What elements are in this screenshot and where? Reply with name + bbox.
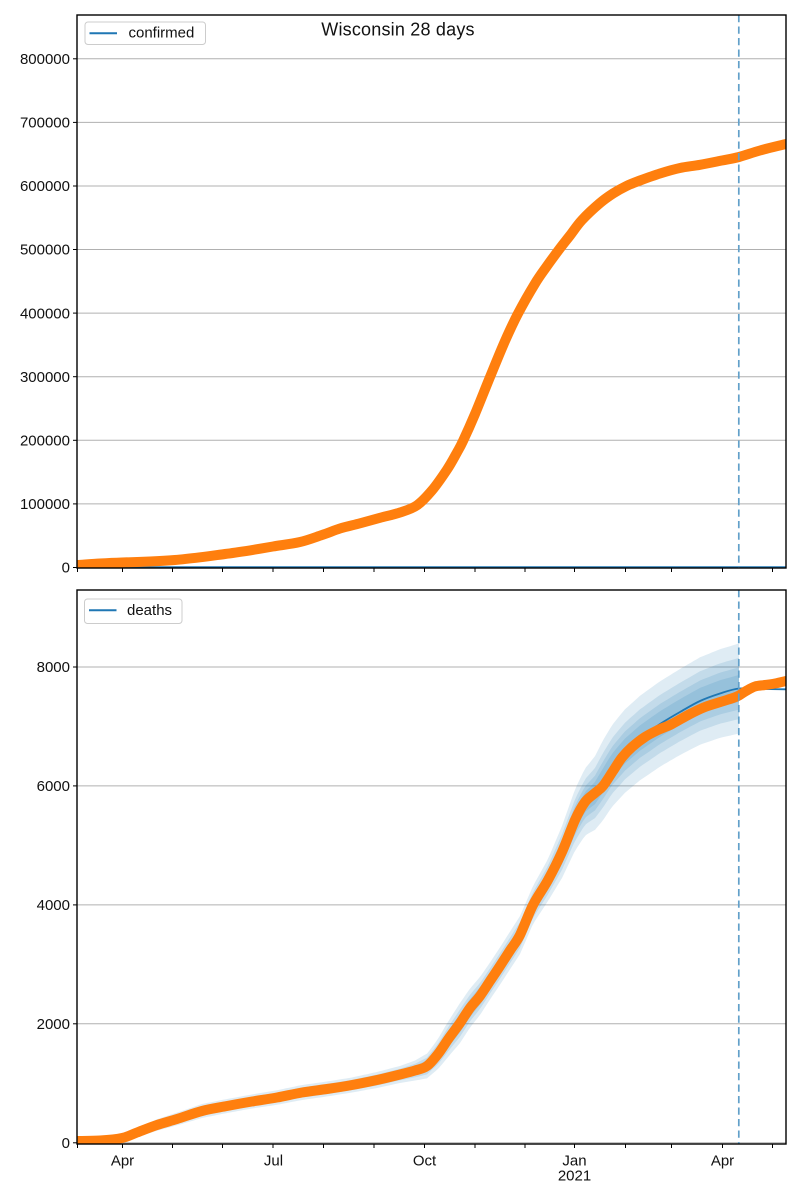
- svg-text:500000: 500000: [20, 242, 70, 259]
- svg-text:700000: 700000: [20, 115, 70, 132]
- svg-text:300000: 300000: [20, 369, 70, 386]
- svg-text:100000: 100000: [20, 496, 70, 513]
- svg-text:800000: 800000: [20, 51, 70, 68]
- svg-text:8000: 8000: [37, 659, 70, 676]
- svg-text:0: 0: [62, 560, 70, 577]
- svg-text:200000: 200000: [20, 433, 70, 450]
- svg-text:4000: 4000: [37, 897, 70, 914]
- svg-text:0: 0: [62, 1135, 70, 1152]
- svg-text:Jan: Jan: [562, 1152, 586, 1169]
- svg-text:2000: 2000: [37, 1016, 70, 1033]
- svg-text:Apr: Apr: [111, 1152, 134, 1169]
- svg-text:6000: 6000: [37, 778, 70, 795]
- svg-text:Wisconsin 28 days: Wisconsin 28 days: [321, 20, 474, 40]
- svg-text:Apr: Apr: [711, 1152, 734, 1169]
- svg-text:2021: 2021: [558, 1168, 591, 1185]
- svg-text:deaths: deaths: [127, 602, 172, 619]
- svg-text:400000: 400000: [20, 305, 70, 322]
- svg-text:confirmed: confirmed: [129, 24, 195, 41]
- svg-text:Jul: Jul: [264, 1152, 283, 1169]
- svg-text:600000: 600000: [20, 178, 70, 195]
- svg-text:Oct: Oct: [413, 1152, 437, 1169]
